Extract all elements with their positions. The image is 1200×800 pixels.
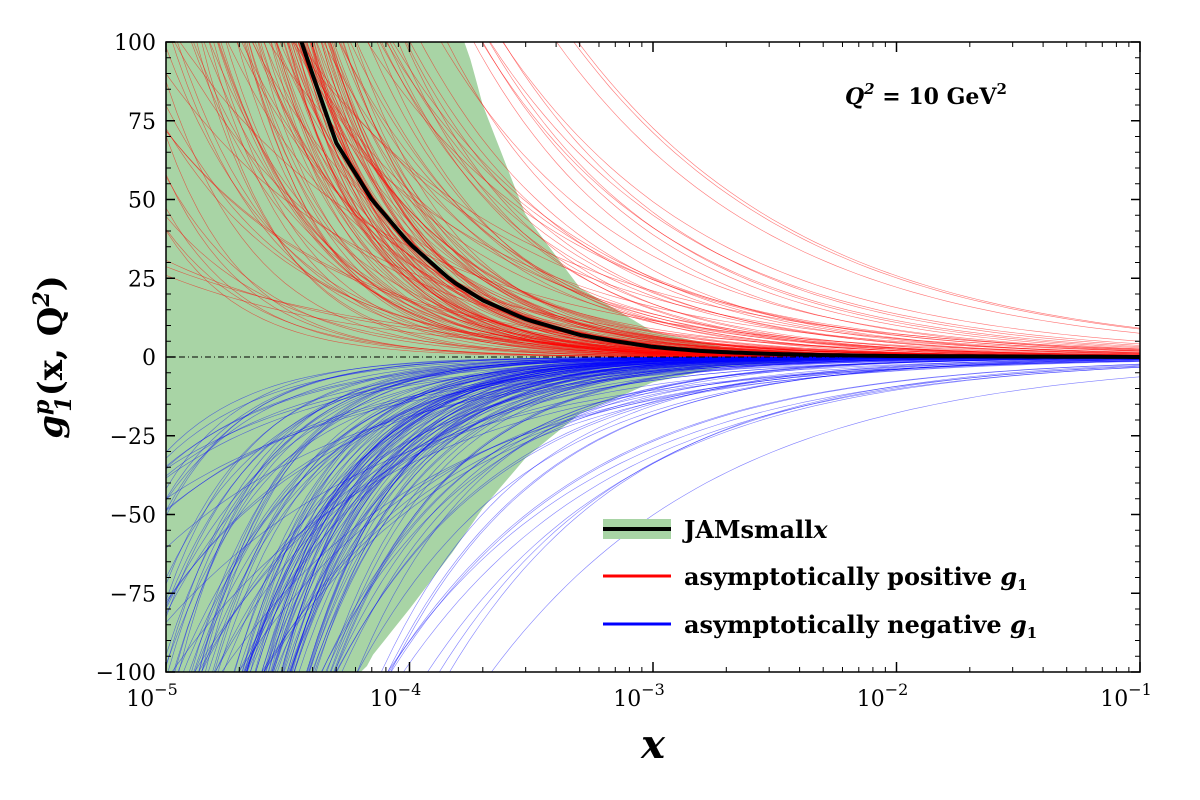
positive-replica-curve bbox=[502, 42, 1140, 346]
negative-replica-curve bbox=[491, 376, 1140, 672]
x-tick-label: 10−2 bbox=[857, 680, 909, 712]
positive-replica-curve bbox=[251, 42, 1140, 356]
mean-curve-layer bbox=[299, 42, 1140, 359]
negative-replica-curve bbox=[214, 358, 1140, 672]
y-tick-label: −25 bbox=[110, 425, 156, 450]
x-axis-title: x bbox=[640, 721, 666, 768]
y-tick-label: 50 bbox=[128, 189, 156, 214]
x-tick-label: 10−5 bbox=[126, 680, 178, 712]
y-tick-label: −75 bbox=[110, 582, 156, 607]
x-tick-label: 10−3 bbox=[613, 680, 665, 712]
y-axis-title: gp1(x, Q2) bbox=[29, 275, 77, 439]
negative-replica-curve bbox=[387, 366, 1140, 672]
negative-replica-curve bbox=[403, 367, 1140, 672]
negative-replica-curve bbox=[427, 366, 1140, 672]
y-tick-label: 100 bbox=[114, 31, 156, 56]
x-tick-labels: 10−5 10−4 10−3 10−2 10−1 bbox=[126, 680, 1152, 712]
y-tick-label: 25 bbox=[128, 267, 156, 292]
positive-replica-curve bbox=[473, 42, 1140, 351]
y-tick-label: 0 bbox=[142, 346, 156, 371]
negative-replica-curve bbox=[390, 359, 1140, 672]
negative-replica-curve bbox=[263, 360, 1140, 672]
negative-replica-curve bbox=[336, 358, 1140, 672]
negative-replica-curve bbox=[390, 364, 1140, 672]
positive-replica-curve bbox=[440, 42, 1140, 350]
negative-replica-curve bbox=[166, 358, 1140, 549]
positive-replica-curve bbox=[573, 42, 1140, 330]
legend: JAMsmallx asymptotically positive g1 asy… bbox=[603, 515, 1037, 642]
y-tick-label: −50 bbox=[110, 504, 156, 529]
positive-replica-curve bbox=[446, 42, 1140, 354]
x-tick-label: 10−4 bbox=[370, 680, 422, 712]
negative-replica-curve bbox=[221, 361, 1140, 672]
legend-label-jamsmallx: JAMsmallx bbox=[682, 515, 828, 544]
negative-replica-curve bbox=[320, 358, 1140, 672]
positive-replica-curve bbox=[389, 42, 1140, 354]
negative-replica-curve bbox=[334, 357, 1140, 672]
negative-replica-curve bbox=[261, 360, 1140, 672]
positive-replica-curve bbox=[502, 42, 1140, 342]
negative-curves bbox=[166, 356, 1140, 672]
positive-replica-curve bbox=[488, 42, 1140, 349]
positive-replica-curve bbox=[293, 42, 1140, 350]
positive-replica-curve bbox=[385, 42, 1140, 352]
legend-label-negative: asymptotically negative g1 bbox=[684, 610, 1037, 642]
y-tick-label: −100 bbox=[96, 661, 156, 686]
mean-curve bbox=[299, 42, 1140, 359]
positive-replica-curve bbox=[489, 42, 1140, 345]
positive-replica-curve bbox=[404, 42, 1140, 356]
legend-label-positive: asymptotically positive g1 bbox=[684, 562, 1028, 594]
x-tick-label: 10−1 bbox=[1100, 680, 1152, 712]
q2-annotation: Q2 = 10 GeV2 bbox=[845, 80, 1007, 110]
y-tick-label: 75 bbox=[128, 110, 156, 135]
plot-area bbox=[166, 42, 1140, 672]
positive-replica-curve bbox=[556, 42, 1140, 334]
positive-replica-curve bbox=[179, 42, 1140, 354]
positive-replica-curve bbox=[299, 42, 1140, 352]
negative-replica-curve bbox=[238, 357, 1140, 672]
axis-ticks bbox=[165, 41, 1141, 673]
negative-replica-curve bbox=[335, 359, 1140, 672]
positive-replica-curve bbox=[577, 42, 1140, 329]
y-tick-labels: 100 75 50 25 0 −25 −50 −75 −100 bbox=[96, 31, 156, 686]
positive-replica-curve bbox=[482, 42, 1140, 350]
positive-replica-curve bbox=[349, 42, 1140, 356]
